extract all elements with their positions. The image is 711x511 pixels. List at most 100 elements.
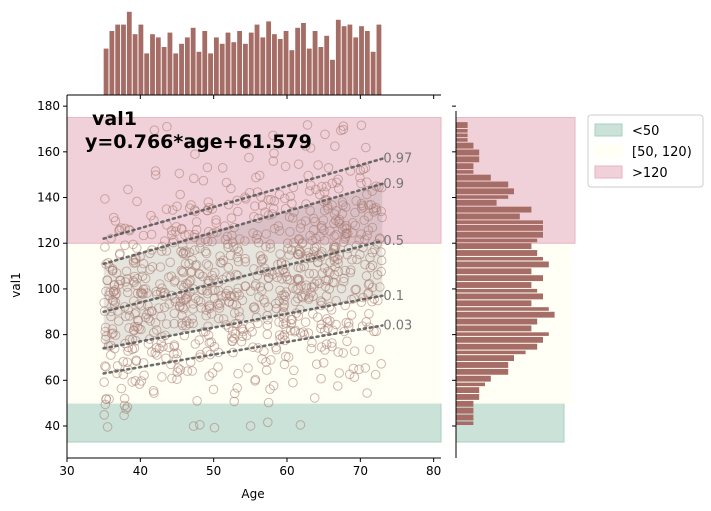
x-tick-label: 30 [59, 464, 74, 478]
x-hist-bar [132, 34, 138, 95]
scatter-point [329, 241, 339, 251]
scatter-point [363, 225, 374, 235]
y-hist-bar [456, 350, 526, 355]
scatter-point [325, 257, 335, 268]
scatter-point [127, 334, 138, 345]
x-tick-label: 50 [206, 464, 221, 478]
scatter-point [193, 295, 204, 306]
scatter-point [316, 342, 327, 352]
x-hist-bar [364, 31, 370, 95]
scatter-point [248, 228, 258, 238]
scatter-point [268, 203, 279, 214]
scatter-point [360, 259, 370, 270]
scatter-point [362, 189, 372, 200]
x-tick-label: 70 [353, 464, 368, 478]
scatter-point [177, 240, 188, 250]
scatter-point [185, 275, 196, 286]
scatter-point [147, 262, 158, 272]
y-hist-bar [456, 128, 468, 133]
scatter-point [148, 386, 159, 396]
scatter-point [354, 235, 365, 245]
scatter-point [262, 329, 273, 340]
x-hist-bar [266, 21, 272, 95]
scatter-point [155, 262, 166, 272]
scatter-point [274, 226, 285, 236]
scatter-point [241, 330, 252, 341]
scatter-point [137, 264, 147, 274]
scatter-point [308, 225, 319, 235]
scatter-point [234, 312, 245, 322]
scatter-point [185, 357, 196, 367]
scatter-point [279, 295, 289, 306]
scatter-point [203, 261, 214, 271]
scatter-point [370, 369, 381, 380]
scatter-point [293, 249, 304, 260]
scatter-point [328, 252, 339, 263]
scatter-point [328, 325, 338, 336]
scatter-point [187, 366, 197, 376]
main-plot: 0.97 0.9 0.5 0.1 0.03 30 40 50 60 70 80 40 60 80 100 12… [37, 97, 442, 478]
scatter-point [364, 344, 375, 355]
scatter-points [99, 120, 387, 433]
scatter-point [306, 282, 317, 292]
scatter-point [232, 270, 243, 281]
scatter-point [279, 359, 290, 370]
x-hist-bar [301, 23, 306, 95]
scatter-point [356, 297, 367, 308]
y-hist-bar [456, 400, 474, 407]
scatter-point [268, 380, 279, 391]
scatter-point [196, 284, 206, 295]
scatter-point [132, 196, 142, 207]
x-hist-bar [121, 24, 126, 96]
scatter-point [362, 177, 372, 187]
scatter-point [319, 205, 330, 216]
scatter-point [139, 370, 149, 381]
x-hist-bar [295, 27, 301, 95]
scatter-point [195, 349, 206, 360]
x-hist-bar [254, 24, 260, 96]
scatter-point [275, 285, 285, 296]
scatter-point [209, 422, 220, 433]
scatter-point [223, 242, 233, 253]
scatter-point [229, 396, 239, 407]
scatter-point [290, 296, 301, 307]
y-hist-bar [456, 421, 474, 426]
scatter-point [223, 262, 234, 273]
scatter-point [333, 183, 344, 194]
y-hist-bar [456, 288, 538, 293]
scatter-point [237, 295, 248, 306]
y-hist-bar [456, 122, 468, 128]
scatter-point [320, 129, 330, 140]
scatter-point [319, 263, 330, 273]
y-marginal-histogram [452, 105, 576, 458]
scatter-point [200, 326, 211, 337]
scatter-point [293, 293, 303, 304]
scatter-point [207, 236, 217, 247]
y-hist-bar [456, 382, 485, 387]
scatter-point [311, 242, 322, 252]
scatter-point [172, 348, 182, 359]
scatter-point [297, 237, 308, 248]
legend-swatch-1 [594, 144, 623, 158]
scatter-point [100, 194, 110, 204]
scatter-point [110, 285, 121, 295]
y-hist-bar [456, 362, 509, 368]
scatter-point [330, 141, 340, 151]
scatter-point [227, 336, 238, 347]
y-hist-bar [456, 231, 543, 238]
scatter-point [276, 258, 287, 269]
scatter-point [144, 306, 154, 317]
scatter-point [129, 325, 139, 335]
quantile-label-4: 0.03 [383, 318, 412, 333]
scatter-point [374, 234, 385, 244]
scatter-point [360, 363, 371, 373]
scatter-point [116, 383, 127, 394]
x-hist-bar [115, 24, 121, 96]
scatter-point [294, 275, 304, 286]
scatter-point [240, 236, 250, 246]
scatter-point [329, 256, 340, 266]
scatter-point [250, 201, 260, 211]
y-tick-label: 120 [37, 236, 60, 250]
y-hist-bar [456, 142, 474, 149]
scatter-point [309, 213, 319, 224]
